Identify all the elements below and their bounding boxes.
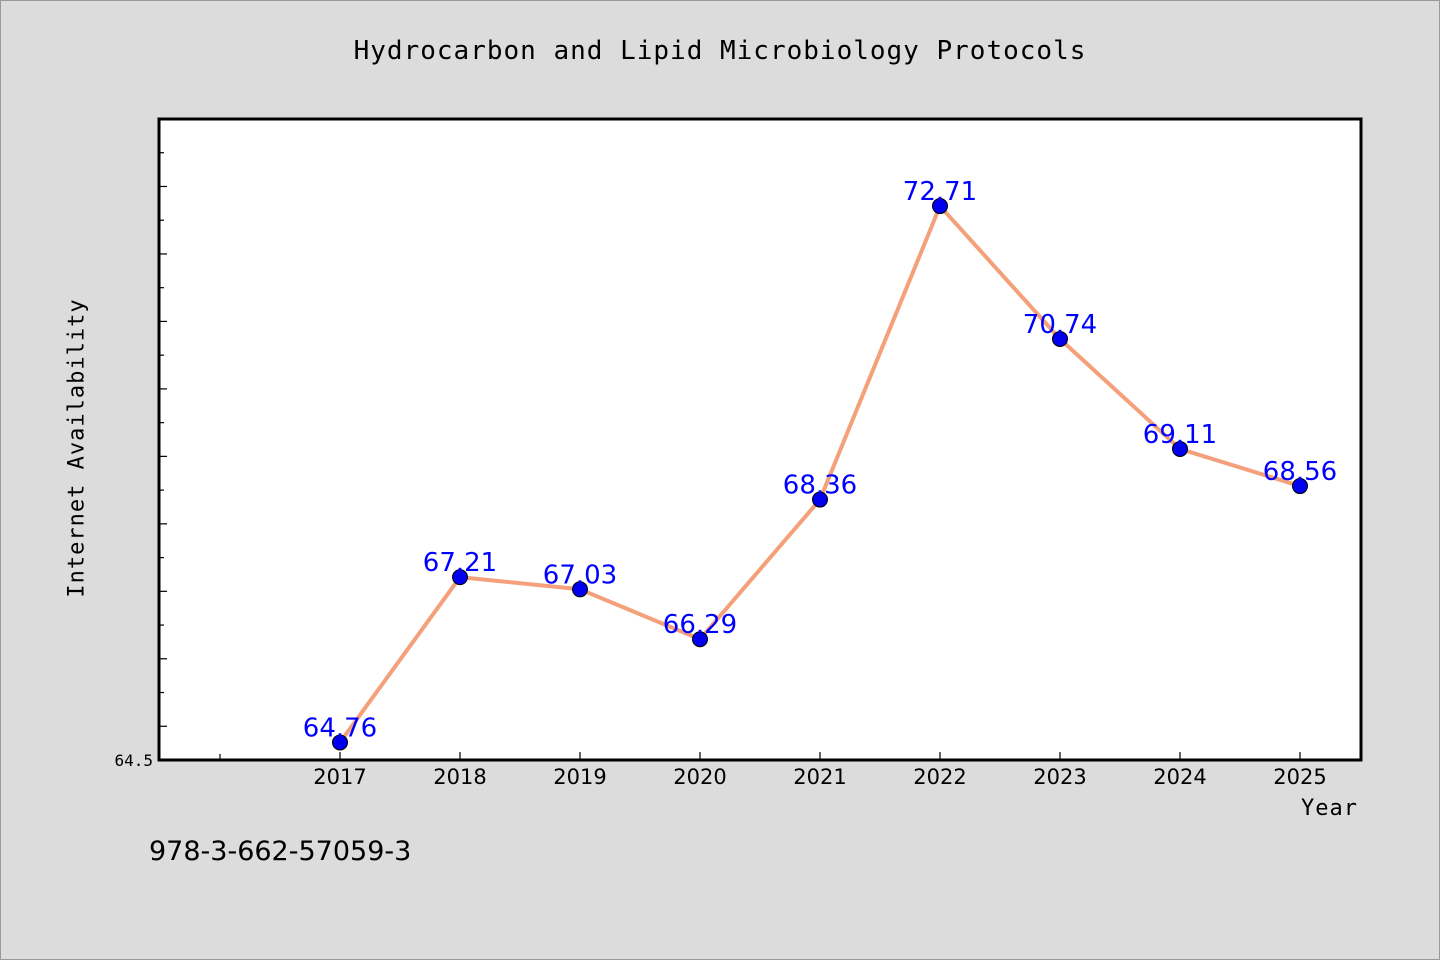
data-point xyxy=(692,631,708,648)
data-point xyxy=(1052,330,1068,347)
data-series xyxy=(332,198,1308,751)
data-label: 67.21 xyxy=(423,548,497,578)
data-label: 68.36 xyxy=(783,471,857,501)
x-tick-label: 2019 xyxy=(553,765,606,789)
data-point xyxy=(812,491,828,508)
chart-title: Hydrocarbon and Lipid Microbiology Proto… xyxy=(353,36,1087,66)
data-label: 68.56 xyxy=(1263,457,1337,487)
data-label: 72.71 xyxy=(903,177,977,207)
data-point xyxy=(932,198,948,215)
footer-code: 978-3-662-57059-3 xyxy=(149,836,412,867)
y-tick-label: 64.5 xyxy=(114,751,153,770)
data-label: 69.11 xyxy=(1143,420,1217,450)
data-labels: 64.76 67.21 67.03 66.29 68.36 72.71 70.74 69.11… xyxy=(303,177,1337,743)
plot-area xyxy=(157,117,1363,762)
data-label: 70.74 xyxy=(1023,310,1097,340)
data-point xyxy=(452,569,468,586)
data-point xyxy=(332,734,348,751)
data-label: 64.76 xyxy=(303,713,377,743)
x-tick-label: 2021 xyxy=(793,765,846,789)
data-label: 67.03 xyxy=(543,560,617,590)
x-axis-ticks: 2017 2018 2019 2020 2021 2022 2023 2024 2025 xyxy=(219,752,1327,789)
x-tick-label: 2022 xyxy=(913,765,966,789)
x-tick-label: 2018 xyxy=(433,765,486,789)
data-point xyxy=(572,581,588,598)
x-tick-label: 2025 xyxy=(1273,765,1326,789)
data-label: 66.29 xyxy=(663,610,737,640)
x-tick-label: 2023 xyxy=(1033,765,1086,789)
data-point xyxy=(1172,440,1188,457)
x-tick-label: 2024 xyxy=(1153,765,1206,789)
x-axis-label: Year xyxy=(1301,796,1358,821)
data-point xyxy=(1292,478,1308,495)
y-axis-ticks: 64.5 xyxy=(114,118,167,770)
x-tick-label: 2020 xyxy=(673,765,726,789)
x-tick-label: 2017 xyxy=(313,765,366,789)
